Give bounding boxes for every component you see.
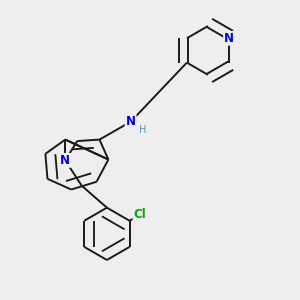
Text: Cl: Cl [134,208,146,221]
Text: N: N [224,32,234,45]
Text: H: H [140,125,147,135]
Text: N: N [60,154,70,167]
Text: N: N [126,115,136,128]
